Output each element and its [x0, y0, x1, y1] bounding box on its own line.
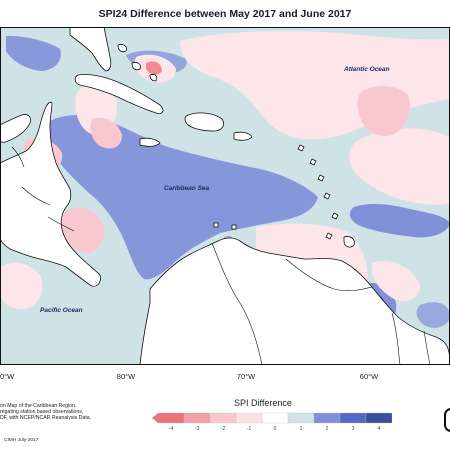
negative-anomaly-region [62, 207, 105, 253]
atlantic-ocean-label: Atlantic Ocean [343, 66, 390, 73]
country-border [47, 216, 75, 232]
legend-swatch [339, 412, 367, 424]
legend-tick-label: 2 [325, 426, 329, 432]
country-border [391, 312, 401, 365]
lon-label-70w: 70°W [236, 372, 256, 381]
legend-swatch [365, 412, 392, 424]
lon-label-60w: 60°W [359, 372, 379, 381]
legend-tick-label: 1 [299, 426, 303, 432]
legend-tick-label: 3 [351, 426, 355, 432]
legend-tick-label: 0 [273, 426, 277, 432]
land-hispaniola [184, 112, 224, 132]
legend-tick-labels: -4 -3 -2 -1 0 1 2 3 4 [152, 426, 388, 434]
land-bahamas [117, 44, 158, 82]
legend-swatch [209, 412, 237, 424]
negative-anomaly-region [0, 262, 43, 310]
corner-logo-mark [444, 408, 450, 432]
legend-swatch [235, 412, 263, 424]
footnote-line: DF, with NCEP/NCAR Reanalysis Data. [0, 415, 92, 422]
pacific-ocean-label: Pacific Ocean [40, 307, 83, 314]
legend-title: SPI Difference [234, 398, 292, 408]
country-border [423, 330, 431, 365]
land-lesser-antilles [297, 144, 339, 240]
footnote-line: regating station based observations, [0, 409, 84, 416]
positive-anomaly-region [46, 115, 318, 280]
land-jamaica [139, 137, 161, 147]
negative-anomaly-region [357, 86, 411, 137]
lon-label-90w: 90°W [0, 372, 15, 381]
land-florida [69, 27, 112, 72]
footnote-line: on Map of the Caribbean Region. [0, 403, 77, 409]
legend-swatch [157, 412, 185, 424]
land-south-america [139, 237, 450, 365]
legend-tick-label: -1 [246, 426, 252, 432]
positive-anomaly-region [6, 35, 61, 71]
color-legend [152, 412, 392, 424]
legend-tick-label: -4 [168, 426, 174, 432]
country-border [21, 186, 51, 206]
land-cuba [74, 74, 164, 114]
country-border [11, 146, 25, 168]
legend-swatch [183, 412, 211, 424]
land-trinidad [343, 236, 355, 248]
land-central-america [0, 101, 101, 287]
lon-label-80w: 80°W [116, 372, 136, 381]
land-yucatan [0, 114, 31, 143]
legend-tick-label: -2 [220, 426, 226, 432]
map-footnote: on Map of the Caribbean Region. regating… [0, 403, 128, 422]
negative-anomaly-region [146, 61, 162, 75]
legend-swatch [287, 412, 315, 424]
map-title: SPI24 Difference between May 2017 and Ju… [98, 8, 352, 20]
spi-difference-map: Atlantic Ocean Caribbean Sea Pacific Oce… [0, 27, 450, 365]
negative-anomaly-region [371, 261, 420, 302]
negative-anomaly-region [90, 117, 122, 149]
negative-anomaly-region [349, 128, 450, 205]
legend-arrow-low [152, 413, 158, 423]
land-puerto-rico [233, 131, 253, 141]
caribbean-sea-label: Caribbean Sea [164, 185, 210, 192]
legend-tick-label: 4 [377, 426, 381, 432]
map-credit: CIMH July-2017 [4, 438, 39, 443]
positive-anomaly-region [349, 203, 450, 238]
legend-swatch [261, 412, 289, 424]
country-border [285, 258, 373, 291]
positive-anomaly-region [416, 302, 450, 328]
legend-swatch [313, 412, 341, 424]
legend-tick-label: -3 [194, 426, 200, 432]
land-aruba-curacao [213, 222, 237, 230]
country-border [211, 242, 263, 365]
